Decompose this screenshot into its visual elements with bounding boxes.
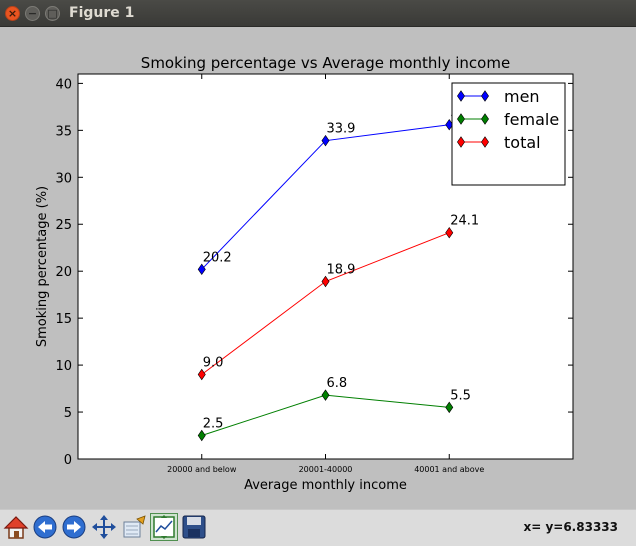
- y-tick-label: 5: [64, 406, 72, 421]
- data-label-female: 2.5: [203, 417, 224, 432]
- window-titlebar: × − □ Figure 1: [0, 0, 636, 27]
- x-axis-label: Average monthly income: [244, 478, 407, 493]
- y-tick-label: 35: [55, 124, 72, 139]
- data-point-men: [197, 263, 206, 276]
- forward-arrow-icon: [62, 515, 86, 539]
- save-button[interactable]: [180, 513, 208, 541]
- subplots-button[interactable]: [150, 513, 178, 541]
- data-point-female: [445, 401, 454, 414]
- y-tick-label: 20: [55, 265, 72, 280]
- back-arrow-icon: [33, 515, 57, 539]
- y-axis-label: Smoking percentage (%): [35, 186, 50, 347]
- y-tick-label: 10: [55, 359, 72, 374]
- subplots-icon: [153, 515, 175, 539]
- cursor-position-readout: x= y=6.83333: [523, 520, 618, 534]
- zoom-icon: [123, 515, 146, 538]
- chart-title: Smoking percentage vs Average monthly in…: [141, 54, 510, 72]
- legend-box: [451, 82, 566, 186]
- data-label-total: 18.9: [327, 263, 356, 278]
- x-tick-label: 40001 and above: [414, 465, 484, 474]
- pan-button[interactable]: [90, 513, 118, 541]
- legend-label-total: total: [504, 133, 541, 152]
- minimize-window-button[interactable]: −: [25, 6, 40, 21]
- maximize-window-button[interactable]: □: [45, 6, 60, 21]
- legend-label-men: men: [504, 87, 540, 106]
- legend-marker-total: [481, 136, 489, 148]
- window-title: Figure 1: [69, 5, 135, 21]
- back-button[interactable]: [31, 513, 59, 541]
- forward-button[interactable]: [60, 513, 88, 541]
- x-tick-label: 20001-40000: [299, 465, 353, 474]
- zoom-button[interactable]: [120, 513, 148, 541]
- legend-marker-female: [481, 113, 489, 125]
- data-label-men: 20.2: [203, 250, 232, 265]
- data-label-men: 33.9: [327, 122, 356, 137]
- chart: Smoking percentage vs Average monthly in…: [35, 54, 574, 493]
- figure-canvas[interactable]: Smoking percentage vs Average monthly in…: [0, 27, 636, 509]
- y-tick-label: 25: [55, 218, 72, 233]
- data-point-total: [321, 275, 330, 288]
- home-button[interactable]: [2, 513, 30, 541]
- x-tick-label: 20000 and below: [167, 465, 237, 474]
- legend-marker-men: [481, 90, 489, 102]
- pan-icon: [92, 515, 116, 539]
- data-point-total: [197, 368, 206, 381]
- data-label-female: 5.5: [450, 388, 471, 403]
- legend-marker-total: [457, 136, 465, 148]
- save-icon: [182, 515, 206, 539]
- navigation-toolbar: x= y=6.83333: [0, 509, 636, 546]
- y-tick-label: 30: [55, 171, 72, 186]
- home-icon: [3, 516, 29, 539]
- legend-marker-men: [457, 90, 465, 102]
- close-window-button[interactable]: ×: [5, 6, 20, 21]
- legend-label-female: female: [504, 110, 559, 129]
- data-point-total: [445, 226, 454, 239]
- legend-marker-female: [457, 113, 465, 125]
- data-label-total: 9.0: [203, 355, 224, 370]
- data-point-female: [321, 389, 330, 401]
- y-tick-label: 40: [55, 77, 72, 92]
- data-point-female: [197, 429, 206, 442]
- data-label-total: 24.1: [450, 214, 479, 229]
- data-point-men: [321, 134, 330, 147]
- data-label-female: 6.8: [327, 376, 348, 391]
- y-tick-label: 15: [55, 312, 72, 327]
- y-tick-label: 0: [64, 453, 72, 468]
